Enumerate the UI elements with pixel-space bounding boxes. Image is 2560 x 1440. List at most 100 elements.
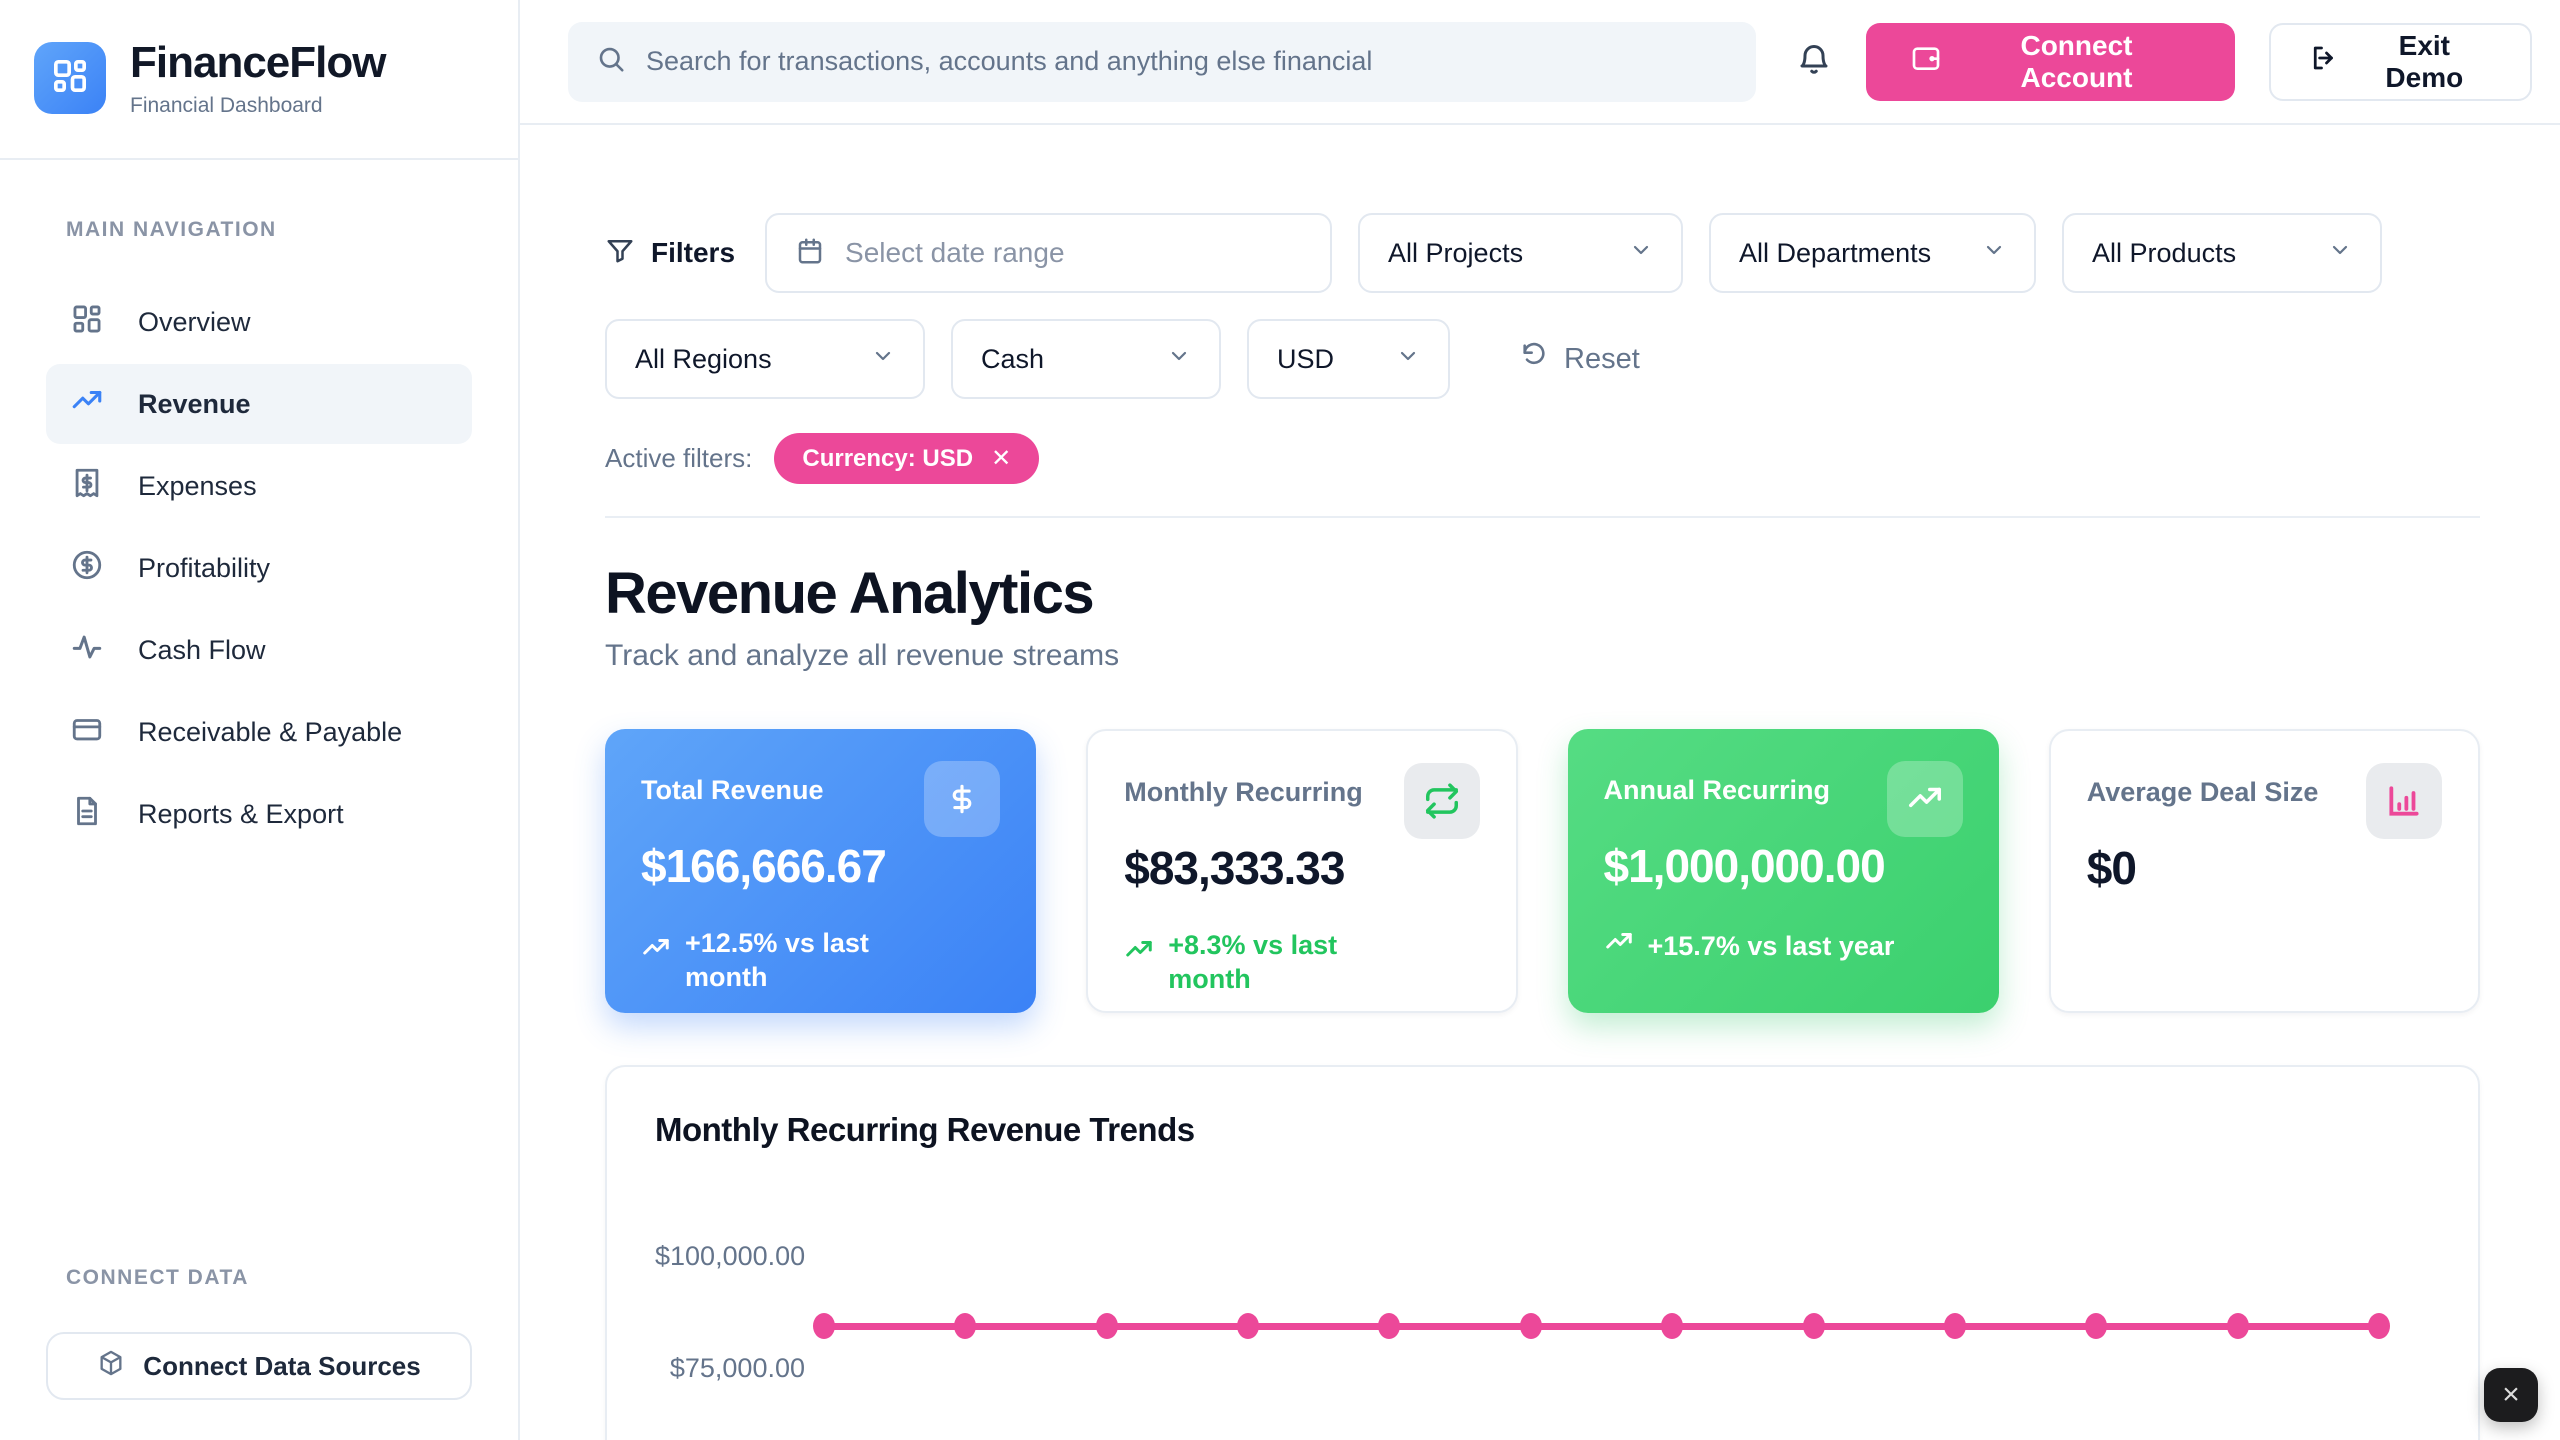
connect-data-sources-button[interactable]: Connect Data Sources xyxy=(46,1332,472,1400)
reset-filters-button[interactable]: Reset xyxy=(1520,341,1640,377)
y-axis-tick: $100,000.00 xyxy=(655,1241,806,1271)
monthly-recurring-card: Monthly Recurring $83,333.33 xyxy=(1086,729,1518,1013)
sidebar-item-label: Reports & Export xyxy=(138,798,344,829)
cash-select-value: Cash xyxy=(981,343,1045,374)
products-select-value: All Products xyxy=(2092,237,2237,268)
main-navigation: MAIN NAVIGATION Overview Revenue xyxy=(0,160,518,1266)
trend-up-icon xyxy=(1604,927,1634,966)
data-point xyxy=(954,1313,977,1339)
sidebar-item-label: Revenue xyxy=(138,388,251,419)
chevron-down-icon xyxy=(871,344,895,375)
section-divider xyxy=(605,516,2480,518)
trend-line xyxy=(821,1322,2382,1330)
data-point xyxy=(2085,1313,2108,1339)
brand: FinanceFlow Financial Dashboard xyxy=(0,0,518,160)
metric-cards: Total Revenue $166,666.67 xyxy=(605,729,2480,1013)
reset-label: Reset xyxy=(1564,342,1640,375)
products-select[interactable]: All Products xyxy=(2062,213,2383,293)
nav-section-label: MAIN NAVIGATION xyxy=(66,218,277,241)
y-axis-tick: $75,000.00 xyxy=(669,1353,805,1383)
sidebar-item-label: Overview xyxy=(138,306,251,337)
filters-label: Filters xyxy=(651,237,736,268)
logout-icon xyxy=(2309,43,2339,80)
exit-demo-button[interactable]: Exit Demo xyxy=(2268,22,2532,101)
connect-account-button[interactable]: Connect Account xyxy=(1866,22,2235,101)
cash-select[interactable]: Cash xyxy=(951,319,1221,399)
data-point xyxy=(1519,1313,1542,1339)
topbar: Connect Account Exit Demo xyxy=(520,0,2560,125)
average-deal-size-card: Average Deal Size $0 xyxy=(2048,729,2480,1013)
card-label: Annual Recurring xyxy=(1603,775,1831,805)
connect-account-label: Connect Account xyxy=(2020,29,2133,93)
projects-select-value: All Projects xyxy=(1388,237,1524,268)
cube-icon xyxy=(97,1349,125,1384)
search-input[interactable] xyxy=(646,46,1729,77)
sidebar-item-receivable-payable[interactable]: Receivable & Payable xyxy=(46,692,472,772)
annual-recurring-card: Annual Recurring $1,000,000.00 xyxy=(1567,729,1999,1013)
data-point xyxy=(1661,1313,1684,1339)
exit-demo-label: Exit Demo xyxy=(2385,29,2464,93)
data-point xyxy=(1095,1313,1118,1339)
dashboard-grid-icon xyxy=(50,56,90,101)
credit-card-icon xyxy=(70,712,104,753)
mrr-trends-panel: Monthly Recurring Revenue Trends $100,00… xyxy=(605,1065,2480,1440)
trend-text: +15.7% vs last year xyxy=(1647,930,1895,961)
trend-up-icon xyxy=(1124,929,1154,974)
currency-select[interactable]: USD xyxy=(1247,319,1450,399)
trending-up-icon xyxy=(70,384,104,425)
card-trend: +15.7% vs last year xyxy=(1604,927,1963,966)
dollar-circle-icon xyxy=(70,548,104,589)
dashboard-grid-icon xyxy=(70,302,104,343)
brand-logo xyxy=(34,42,106,114)
document-icon xyxy=(70,794,104,835)
data-point xyxy=(813,1313,835,1339)
sidebar-item-profitability[interactable]: Profitability xyxy=(46,528,472,608)
close-icon[interactable]: ✕ xyxy=(991,445,1012,472)
card-label: Monthly Recurring xyxy=(1124,777,1363,807)
currency-filter-chip[interactable]: Currency: USD ✕ xyxy=(774,433,1040,484)
bell-icon xyxy=(1796,45,1832,81)
floating-close-button[interactable]: × xyxy=(2484,1368,2538,1422)
chevron-down-icon xyxy=(2328,238,2352,269)
chevron-down-icon xyxy=(1167,344,1191,375)
projects-select[interactable]: All Projects xyxy=(1358,213,1684,293)
chip-label: Currency: USD xyxy=(802,444,974,472)
card-value: $1,000,000.00 xyxy=(1603,840,1886,892)
date-range-input[interactable] xyxy=(845,237,1303,269)
sidebar-item-label: Cash Flow xyxy=(138,634,266,665)
sidebar-item-reports-export[interactable]: Reports & Export xyxy=(46,774,472,854)
chevron-down-icon xyxy=(1396,344,1420,375)
chart-series xyxy=(813,1311,2390,1341)
connect-section-label: CONNECT DATA xyxy=(66,1266,249,1289)
receipt-icon xyxy=(70,466,104,507)
regions-select[interactable]: All Regions xyxy=(605,319,925,399)
sidebar-item-revenue[interactable]: Revenue xyxy=(46,364,472,444)
data-point xyxy=(2367,1313,2390,1339)
sidebar: FinanceFlow Financial Dashboard MAIN NAV… xyxy=(0,0,520,1440)
departments-select[interactable]: All Departments xyxy=(1709,213,2037,293)
data-point xyxy=(1943,1313,1966,1339)
card-label: Total Revenue xyxy=(641,775,824,805)
sidebar-item-label: Profitability xyxy=(138,552,271,583)
filters-row-1: Filters All Projects xyxy=(605,213,2480,293)
sidebar-item-expenses[interactable]: Expenses xyxy=(46,446,472,526)
filters-row-2: All Regions Cash USD xyxy=(605,319,2480,399)
sidebar-item-overview[interactable]: Overview xyxy=(46,282,472,362)
search-icon xyxy=(596,44,626,79)
search-bar[interactable] xyxy=(568,21,1757,102)
trend-text: +8.3% vs last month xyxy=(1168,930,1338,994)
trend-text: +12.5% vs last month xyxy=(685,928,869,992)
sidebar-item-label: Receivable & Payable xyxy=(138,716,403,747)
chevron-down-icon xyxy=(1629,238,1653,269)
app-title: FinanceFlow xyxy=(130,38,386,87)
page-subtitle: Track and analyze all revenue streams xyxy=(605,639,1120,672)
date-range-field[interactable] xyxy=(765,213,1333,293)
card-trend: +12.5% vs last month xyxy=(641,927,1000,995)
calendar-icon xyxy=(795,236,825,271)
currency-select-value: USD xyxy=(1277,343,1335,374)
wallet-icon xyxy=(1910,42,1942,81)
sidebar-item-cash-flow[interactable]: Cash Flow xyxy=(46,610,472,690)
notifications-button[interactable] xyxy=(1796,42,1832,81)
data-point xyxy=(1237,1313,1260,1339)
